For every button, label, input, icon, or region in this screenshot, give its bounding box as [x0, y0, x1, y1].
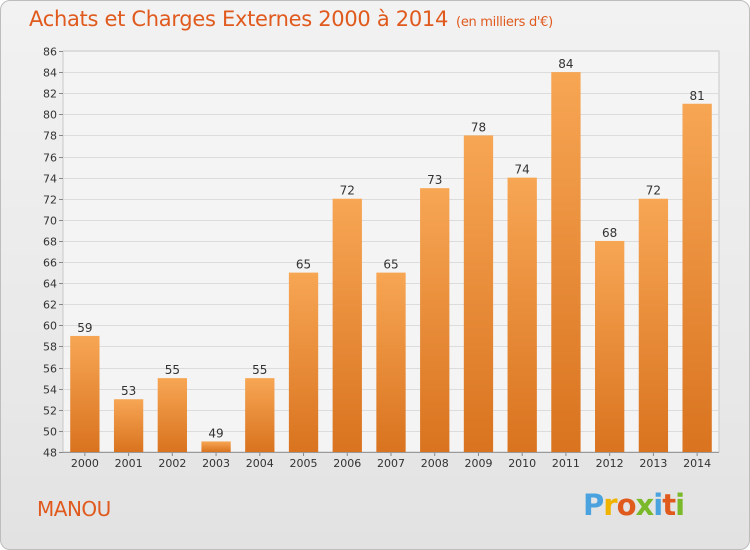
x-tick-label: 2012 [596, 457, 624, 470]
chart-subtitle: (en milliers d'€) [456, 15, 553, 30]
data-label: 65 [296, 258, 311, 272]
y-tick-label: 76 [43, 152, 57, 165]
x-tick-label: 2011 [552, 457, 580, 470]
y-tick-label: 66 [43, 257, 57, 270]
bar [638, 198, 669, 452]
y-tick-label: 50 [43, 426, 57, 439]
logo-letter: i [675, 488, 685, 522]
bar [70, 335, 100, 452]
x-tick-label: 2004 [246, 457, 274, 470]
bar [463, 135, 494, 452]
commune-name: MANOU [37, 497, 111, 521]
y-tick-label: 62 [43, 299, 57, 312]
data-label: 53 [121, 384, 136, 398]
y-tick-label: 78 [43, 130, 57, 143]
x-tick-label: 2006 [333, 457, 361, 470]
x-tick-label: 2014 [683, 457, 711, 470]
bar [288, 272, 319, 452]
x-tick-label: 2005 [290, 457, 318, 470]
x-tick-label: 2003 [202, 457, 230, 470]
data-label: 68 [602, 226, 617, 240]
y-tick-label: 74 [43, 173, 57, 186]
data-label: 59 [77, 321, 92, 335]
y-tick-label: 70 [43, 215, 57, 228]
bar [507, 177, 537, 452]
data-label: 74 [515, 163, 530, 177]
y-tick-label: 84 [43, 67, 57, 80]
logo-letter: P [583, 488, 604, 522]
proxiti-logo: Proxiti [583, 488, 685, 522]
data-label: 78 [471, 120, 486, 134]
bar [420, 188, 450, 452]
x-tick-label: 2000 [71, 457, 99, 470]
x-tick-label: 2001 [115, 457, 143, 470]
x-tick-label: 2007 [377, 457, 405, 470]
y-tick-label: 60 [43, 320, 57, 333]
chart-title: Achats et Charges Externes 2000 à 2014 (e… [29, 7, 553, 31]
bar [595, 240, 625, 452]
data-label: 81 [689, 89, 704, 103]
data-label: 72 [646, 184, 661, 198]
data-label: 84 [558, 57, 573, 71]
logo-letter: r [603, 488, 617, 522]
bar [332, 198, 362, 452]
y-tick-label: 82 [43, 88, 57, 101]
data-label: 49 [208, 426, 223, 440]
logo-letter: x [635, 488, 655, 522]
data-label: 55 [165, 363, 180, 377]
bar [376, 272, 406, 452]
x-tick-label: 2008 [421, 457, 449, 470]
y-tick-label: 48 [43, 447, 57, 460]
y-tick-label: 80 [43, 109, 57, 122]
y-tick-label: 68 [43, 236, 57, 249]
logo-letter: o [616, 488, 637, 522]
x-tick-label: 2010 [508, 457, 536, 470]
x-tick-label: 2002 [158, 457, 186, 470]
bar [245, 378, 275, 452]
logo-letter: t [662, 488, 676, 522]
data-label: 65 [383, 258, 398, 272]
chart-title-text: Achats et Charges Externes 2000 à 2014 [29, 7, 449, 31]
y-tick-label: 54 [43, 384, 57, 397]
data-label: 55 [252, 363, 267, 377]
data-label: 72 [340, 184, 355, 198]
bar [201, 441, 231, 452]
bar [551, 72, 581, 453]
y-tick-label: 52 [43, 405, 57, 418]
x-tick-label: 2009 [464, 457, 492, 470]
y-tick-label: 56 [43, 363, 57, 376]
bar [113, 399, 144, 452]
y-tick-label: 72 [43, 194, 57, 207]
y-tick-label: 86 [43, 46, 57, 59]
y-tick-label: 58 [43, 341, 57, 354]
bar [682, 103, 712, 453]
x-tick-label: 2013 [639, 457, 667, 470]
y-tick-label: 64 [43, 278, 57, 291]
logo-letter: i [653, 488, 663, 522]
bar [157, 378, 187, 452]
data-label: 73 [427, 173, 442, 187]
